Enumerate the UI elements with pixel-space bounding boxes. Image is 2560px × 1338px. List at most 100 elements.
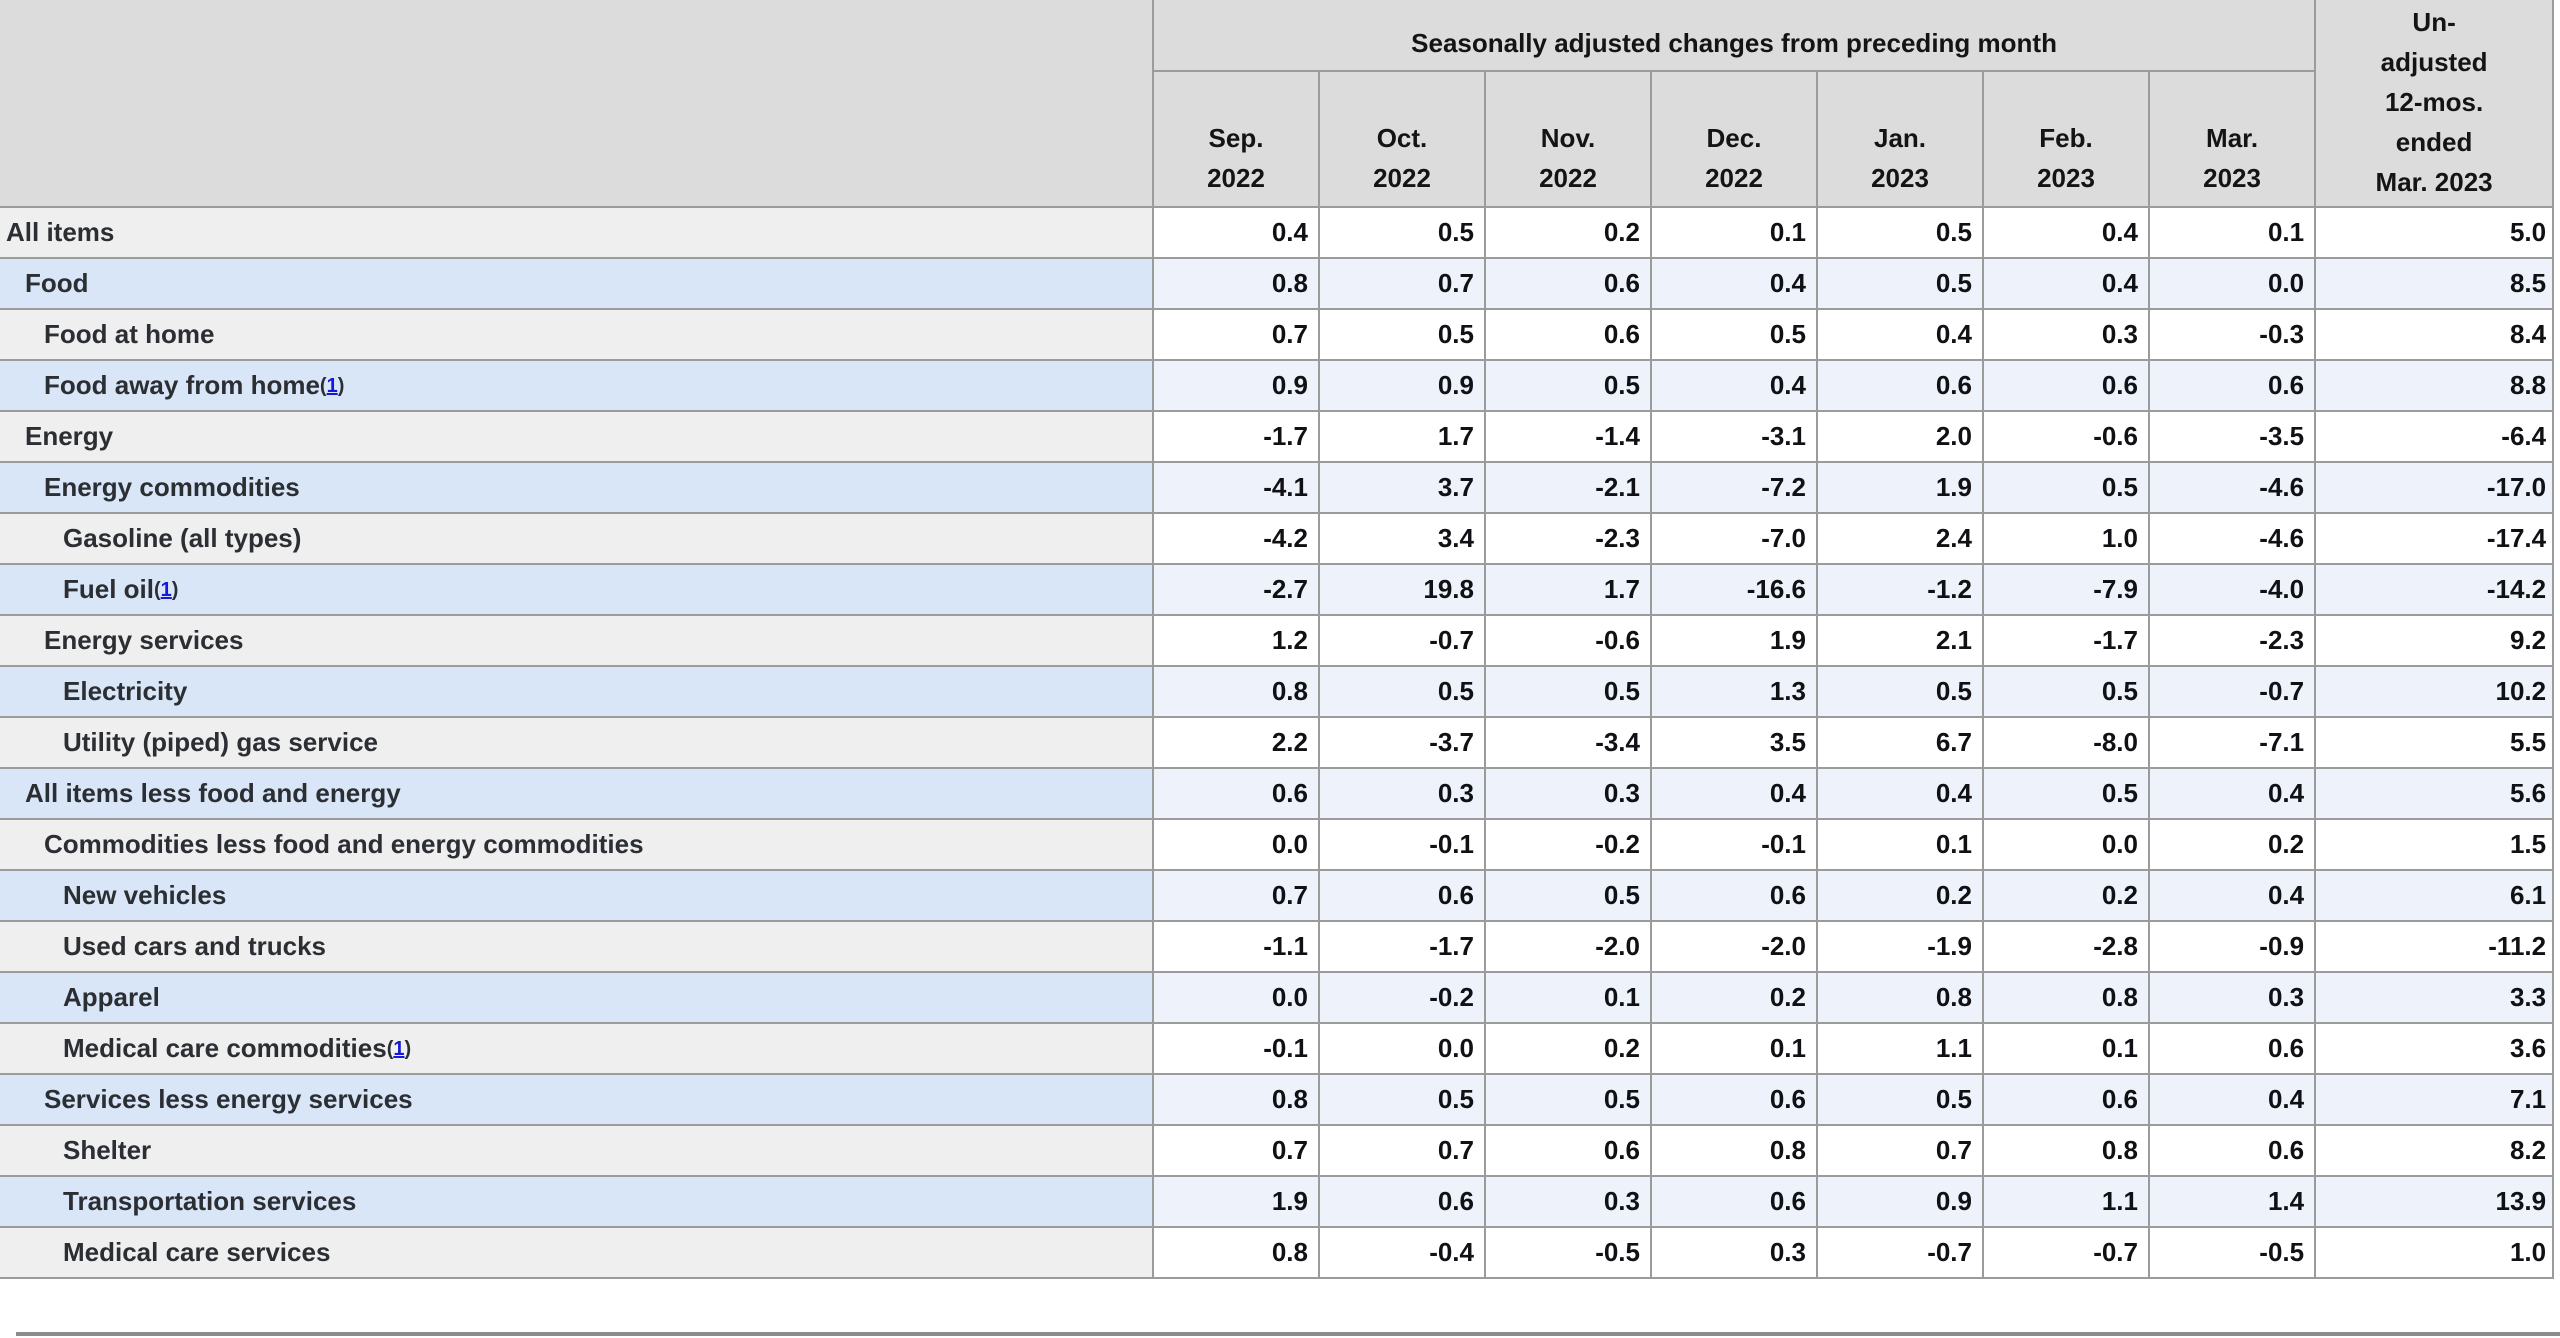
monthly-value: -3.1 xyxy=(1650,410,1818,463)
unadjusted-12mo-value: 3.3 xyxy=(2314,971,2555,1024)
monthly-value: -7.2 xyxy=(1650,461,1818,514)
monthly-value: 3.7 xyxy=(1318,461,1486,514)
monthly-value: -0.7 xyxy=(1318,614,1486,667)
monthly-value: 0.6 xyxy=(2147,1124,2317,1177)
next-section-edge xyxy=(16,1332,2560,1336)
monthly-value: 0.9 xyxy=(1816,1175,1984,1228)
monthly-value: 0.2 xyxy=(1650,971,1818,1024)
row-label: Services less energy services xyxy=(0,1073,1154,1126)
footnote-link[interactable]: 1 xyxy=(160,579,172,601)
monthly-value: -3.7 xyxy=(1318,716,1486,769)
monthly-value: 0.3 xyxy=(1318,767,1486,820)
month-label: Dec. xyxy=(1706,123,1762,153)
monthly-value: 0.9 xyxy=(1318,359,1486,412)
row-label: Electricity xyxy=(0,665,1154,718)
footnote-link[interactable]: 1 xyxy=(393,1038,405,1060)
footnote-marker: (1) xyxy=(154,579,179,601)
monthly-value: 0.0 xyxy=(1982,818,2150,871)
monthly-value: 0.1 xyxy=(1484,971,1652,1024)
monthly-value: -0.5 xyxy=(1484,1226,1652,1279)
monthly-value: 0.5 xyxy=(1318,1073,1486,1126)
month-label: Sep. xyxy=(1208,123,1264,153)
monthly-value: 0.1 xyxy=(1650,206,1818,259)
monthly-value: -0.1 xyxy=(1650,818,1818,871)
monthly-value: 0.1 xyxy=(1982,1022,2150,1075)
monthly-value: 0.6 xyxy=(1484,1124,1652,1177)
row-label: Used cars and trucks xyxy=(0,920,1154,973)
table-row: Utility (piped) gas service 2.2 -3.7 -3.4 3.… xyxy=(0,716,2555,769)
table-row: Fuel oil(1) -2.7 19.8 1.7 -16.6 -1.2 -7.9 -4.0-… xyxy=(0,563,2555,616)
monthly-value: -16.6 xyxy=(1650,563,1818,616)
row-label: Food away from home(1) xyxy=(0,359,1154,412)
footnote-link[interactable]: 1 xyxy=(326,375,338,397)
monthly-value: 0.5 xyxy=(1484,1073,1652,1126)
month-label: Feb. xyxy=(2039,123,2093,153)
monthly-value: -4.0 xyxy=(2147,563,2317,616)
monthly-value: 0.5 xyxy=(1816,257,1984,310)
year-label: 2022 xyxy=(1705,163,1763,193)
month-header-row: Sep. 2022 Oct. 2022 Nov. 2022 Dec. 2022 Jan.… xyxy=(0,70,2553,208)
monthly-value: 0.5 xyxy=(1484,869,1652,922)
monthly-value: 0.0 xyxy=(1152,971,1320,1024)
unadjusted-12mo-value: 8.5 xyxy=(2314,257,2555,310)
footnote-marker: (1) xyxy=(319,375,345,397)
monthly-value: -0.1 xyxy=(1318,818,1486,871)
monthly-value: -4.6 xyxy=(2147,512,2317,565)
monthly-value: 0.7 xyxy=(1152,869,1320,922)
monthly-value: 0.6 xyxy=(1484,308,1652,361)
row-label: Food xyxy=(0,257,1154,310)
table-row: Energy services 1.2 -0.7 -0.6 1.9 2.1 -1.7 -2.3… xyxy=(0,614,2555,667)
monthly-value: 0.5 xyxy=(1816,1073,1984,1126)
row-label: Shelter xyxy=(0,1124,1154,1177)
month-header-nov-2022: Nov. 2022 xyxy=(1484,70,1652,208)
unadjusted-12mo-value: 1.0 xyxy=(2314,1226,2555,1279)
monthly-value: 1.3 xyxy=(1650,665,1818,718)
monthly-value: 2.1 xyxy=(1816,614,1984,667)
monthly-value: 0.3 xyxy=(2147,971,2317,1024)
table-row: Medical care services 0.8 -0.4 -0.5 0.3 -0.7-… xyxy=(0,1226,2555,1279)
monthly-value: 0.2 xyxy=(1982,869,2150,922)
row-label: Commodities less food and energy commodi… xyxy=(0,818,1154,871)
monthly-value: 0.4 xyxy=(2147,767,2317,820)
monthly-value: -1.7 xyxy=(1152,410,1320,463)
monthly-value: 19.8 xyxy=(1318,563,1486,616)
monthly-value: 0.7 xyxy=(1318,257,1486,310)
monthly-value: 0.7 xyxy=(1816,1124,1984,1177)
table-row: Energy commodities -4.1 3.7 -2.1 -7.2 1.9 0.5-… xyxy=(0,461,2555,514)
monthly-value: 0.5 xyxy=(1816,206,1984,259)
row-label: Energy xyxy=(0,410,1154,463)
monthly-value: 0.4 xyxy=(1650,767,1818,820)
monthly-value: 2.0 xyxy=(1816,410,1984,463)
row-label: Energy services xyxy=(0,614,1154,667)
row-label: Food at home xyxy=(0,308,1154,361)
monthly-value: -0.3 xyxy=(2147,308,2317,361)
seasonally-adjusted-header: Seasonally adjusted changes from precedi… xyxy=(1151,0,2317,72)
monthly-value: 1.4 xyxy=(2147,1175,2317,1228)
monthly-value: 0.5 xyxy=(1484,359,1652,412)
monthly-value: 1.9 xyxy=(1152,1175,1320,1228)
monthly-value: -1.7 xyxy=(1318,920,1486,973)
month-header-feb-2023: Feb. 2023 xyxy=(1982,70,2150,208)
monthly-value: 0.8 xyxy=(1152,1226,1320,1279)
table-row: Food at home 0.7 0.5 0.6 0.5 0.4 0.3 -0.3 8.4 xyxy=(0,308,2555,361)
monthly-value: 3.4 xyxy=(1318,512,1486,565)
monthly-value: 0.3 xyxy=(1982,308,2150,361)
table-row: Gasoline (all types) -4.2 3.4 -2.3 -7.0 2.4 1.… xyxy=(0,512,2555,565)
month-header-oct-2022: Oct. 2022 xyxy=(1318,70,1486,208)
table-row: Electricity 0.8 0.5 0.5 1.3 0.5 0.5 -0.7 10.2 xyxy=(0,665,2555,718)
table-row: Shelter 0.7 0.7 0.6 0.8 0.7 0.8 0.6 8.2 xyxy=(0,1124,2555,1177)
monthly-value: 0.6 xyxy=(1650,1175,1818,1228)
monthly-value: -4.6 xyxy=(2147,461,2317,514)
cpi-table: Seasonally adjusted changes from precedi… xyxy=(0,0,2555,1279)
unadjusted-12mo-value: 13.9 xyxy=(2314,1175,2555,1228)
monthly-value: 0.4 xyxy=(2147,869,2317,922)
month-header-mar-2023: Mar. 2023 xyxy=(2147,70,2317,208)
table-row: Medical care commodities(1) -0.1 0.0 0.2 0.1… xyxy=(0,1022,2555,1075)
monthly-value: 0.4 xyxy=(1816,308,1984,361)
unadjusted-12mo-value: 3.6 xyxy=(2314,1022,2555,1075)
monthly-value: 0.5 xyxy=(1650,308,1818,361)
row-label: All items xyxy=(0,206,1154,259)
monthly-value: -7.1 xyxy=(2147,716,2317,769)
monthly-value: 0.6 xyxy=(1650,869,1818,922)
table-body: All items 0.4 0.5 0.2 0.1 0.5 0.4 0.1 5.0 Food 0.8… xyxy=(0,206,2555,1279)
